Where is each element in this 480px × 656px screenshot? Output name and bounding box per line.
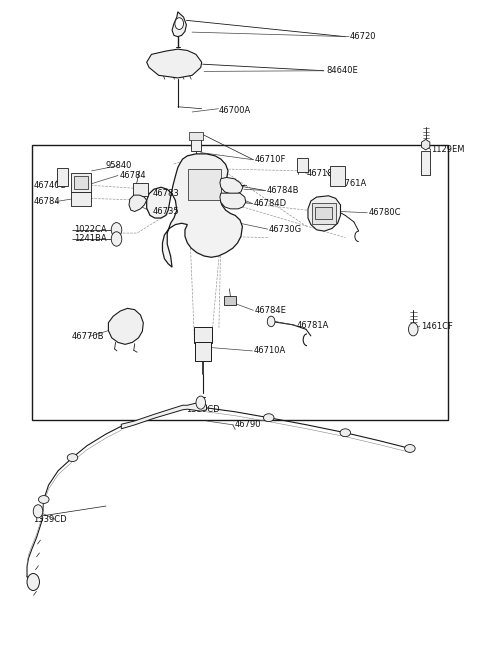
Text: 46780C: 46780C bbox=[368, 209, 401, 217]
Text: 46720: 46720 bbox=[350, 32, 377, 41]
FancyBboxPatch shape bbox=[133, 182, 148, 195]
Bar bbox=[32, 145, 448, 420]
FancyBboxPatch shape bbox=[74, 176, 88, 189]
Polygon shape bbox=[129, 195, 147, 211]
Polygon shape bbox=[147, 154, 242, 267]
Ellipse shape bbox=[264, 414, 274, 422]
Text: 46784E: 46784E bbox=[254, 306, 286, 315]
Text: 46784D: 46784D bbox=[253, 199, 287, 208]
Text: 1339CD: 1339CD bbox=[33, 515, 67, 523]
Circle shape bbox=[111, 232, 122, 246]
Polygon shape bbox=[108, 308, 144, 344]
Text: 1129EM: 1129EM bbox=[432, 145, 465, 154]
Text: 46735: 46735 bbox=[153, 207, 180, 216]
Circle shape bbox=[33, 504, 43, 518]
Text: 46700A: 46700A bbox=[218, 106, 251, 115]
FancyBboxPatch shape bbox=[315, 207, 332, 218]
Text: 95840: 95840 bbox=[106, 161, 132, 170]
FancyBboxPatch shape bbox=[312, 203, 336, 224]
FancyBboxPatch shape bbox=[57, 169, 68, 186]
Text: 46784: 46784 bbox=[120, 171, 146, 180]
Text: 1241BA: 1241BA bbox=[74, 234, 107, 243]
Text: 84640E: 84640E bbox=[326, 66, 358, 75]
FancyBboxPatch shape bbox=[329, 167, 345, 186]
Circle shape bbox=[111, 222, 122, 237]
Text: 46790: 46790 bbox=[234, 420, 261, 430]
Ellipse shape bbox=[340, 429, 350, 437]
Text: 46784: 46784 bbox=[33, 197, 60, 206]
FancyBboxPatch shape bbox=[188, 169, 221, 200]
Text: 46710F: 46710F bbox=[254, 155, 286, 164]
Polygon shape bbox=[172, 12, 186, 37]
Polygon shape bbox=[308, 195, 340, 231]
Ellipse shape bbox=[38, 495, 49, 503]
Polygon shape bbox=[220, 193, 246, 209]
Polygon shape bbox=[421, 140, 430, 150]
Text: 46730G: 46730G bbox=[269, 224, 302, 234]
Text: 46781A: 46781A bbox=[297, 321, 329, 330]
Circle shape bbox=[408, 323, 418, 336]
Text: 46710A: 46710A bbox=[253, 346, 286, 356]
Circle shape bbox=[196, 396, 205, 409]
Text: 46783: 46783 bbox=[153, 189, 180, 197]
Circle shape bbox=[175, 18, 183, 30]
FancyBboxPatch shape bbox=[224, 296, 236, 305]
Circle shape bbox=[267, 316, 275, 327]
Text: 46770B: 46770B bbox=[72, 332, 104, 341]
FancyBboxPatch shape bbox=[71, 173, 91, 192]
FancyBboxPatch shape bbox=[71, 192, 91, 205]
Circle shape bbox=[27, 573, 39, 590]
Text: 95761A: 95761A bbox=[335, 180, 367, 188]
Text: 46718: 46718 bbox=[307, 169, 334, 178]
Text: 1022CA: 1022CA bbox=[74, 225, 107, 234]
Text: 1461CF: 1461CF bbox=[421, 321, 453, 331]
Ellipse shape bbox=[67, 454, 78, 462]
Text: 46784B: 46784B bbox=[266, 186, 299, 195]
FancyBboxPatch shape bbox=[191, 136, 201, 152]
Text: 46740G: 46740G bbox=[33, 181, 66, 190]
FancyBboxPatch shape bbox=[421, 151, 430, 175]
Text: 1339CD: 1339CD bbox=[186, 405, 220, 414]
Ellipse shape bbox=[405, 445, 415, 453]
FancyBboxPatch shape bbox=[189, 133, 203, 140]
Polygon shape bbox=[220, 177, 243, 194]
FancyBboxPatch shape bbox=[195, 342, 211, 361]
Polygon shape bbox=[147, 49, 202, 78]
Polygon shape bbox=[121, 402, 206, 429]
FancyBboxPatch shape bbox=[297, 159, 309, 172]
FancyBboxPatch shape bbox=[194, 327, 212, 343]
